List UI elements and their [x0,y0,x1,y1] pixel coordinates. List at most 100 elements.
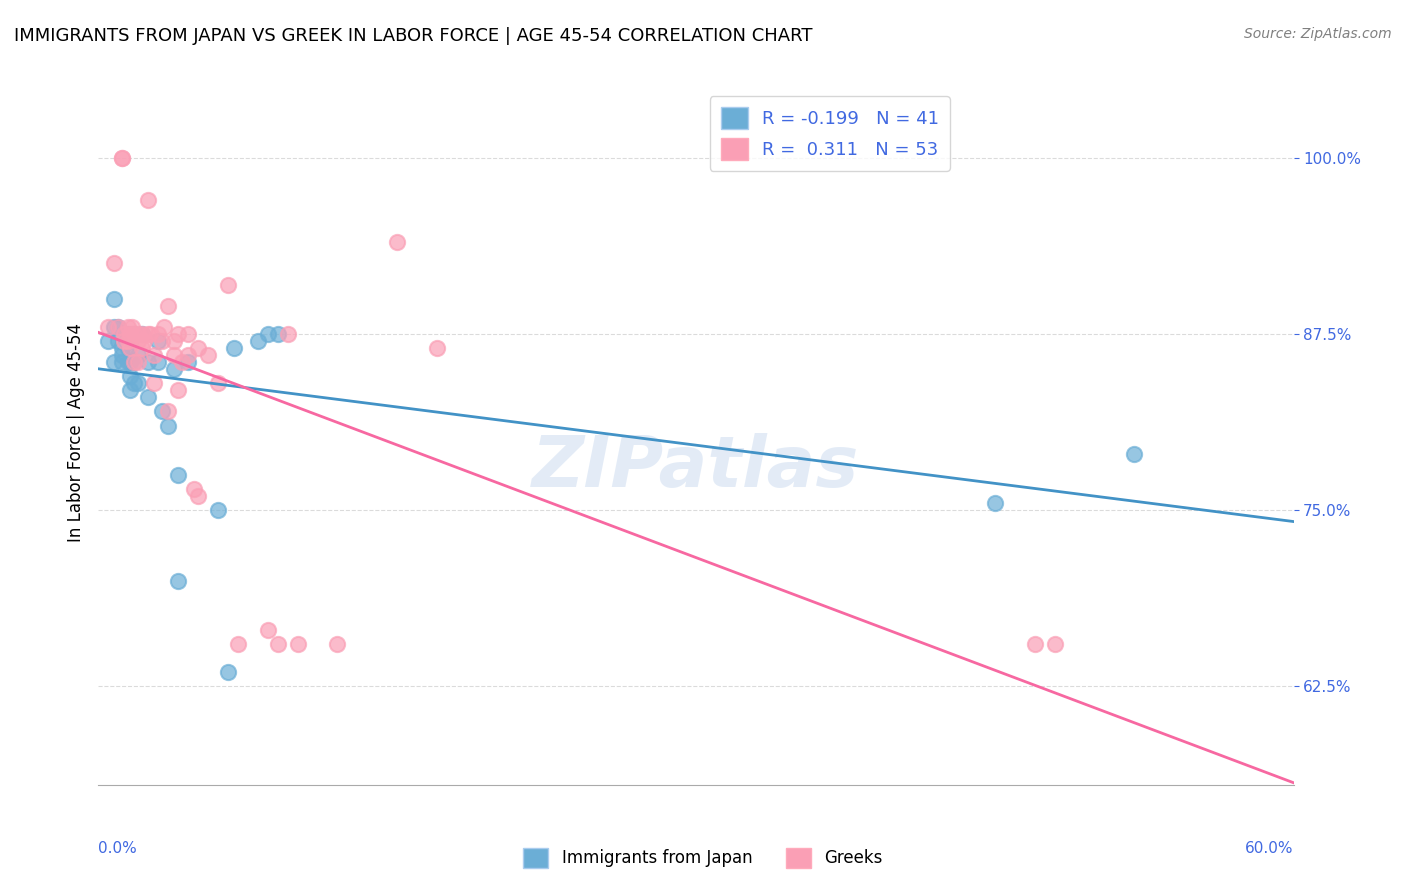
Y-axis label: In Labor Force | Age 45-54: In Labor Force | Age 45-54 [66,323,84,542]
Point [148,334,170,348]
Point [127,355,149,369]
Point [167,326,190,341]
Point [326,637,349,651]
Point [111,348,134,362]
Point [127,326,149,341]
Point [120,369,142,384]
Point [107,320,129,334]
Point [163,348,186,362]
Point [111,341,134,355]
Point [131,326,153,341]
Legend: Immigrants from Japan, Greeks: Immigrants from Japan, Greeks [517,841,889,875]
Point [136,355,159,369]
Point [1123,447,1146,461]
Point [157,404,180,418]
Point [134,334,156,348]
Point [163,362,186,376]
Point [117,355,139,369]
Point [385,235,409,250]
Point [120,341,142,355]
Point [136,193,159,207]
Point [111,151,134,165]
Point [256,623,278,637]
Point [103,256,125,270]
Text: 0.0%: 0.0% [98,840,138,855]
Point [103,355,125,369]
Point [226,637,249,651]
Point [177,348,200,362]
Point [150,404,173,418]
Point [112,334,135,348]
Point [167,574,190,588]
Point [207,503,229,517]
Point [139,326,162,341]
Point [1024,637,1046,651]
Point [131,326,153,341]
Point [177,355,200,369]
Point [120,384,142,398]
Point [97,320,120,334]
Point [103,292,125,306]
Point [117,334,139,348]
Point [120,334,142,348]
Point [136,391,159,405]
Point [111,355,134,369]
Point [153,320,176,334]
Point [177,326,200,341]
Point [217,665,239,680]
Point [1043,637,1066,651]
Point [197,348,219,362]
Point [111,151,134,165]
Point [157,299,180,313]
Point [127,348,149,362]
Point [267,326,290,341]
Legend: R = -0.199   N = 41, R =  0.311   N = 53: R = -0.199 N = 41, R = 0.311 N = 53 [710,96,950,171]
Point [120,326,142,341]
Point [112,326,135,341]
Point [287,637,309,651]
Point [256,326,278,341]
Point [124,355,146,369]
Text: Source: ZipAtlas.com: Source: ZipAtlas.com [1244,27,1392,41]
Point [267,637,290,651]
Point [167,384,190,398]
Point [157,418,180,433]
Point [187,489,209,503]
Point [124,326,146,341]
Point [107,334,129,348]
Point [183,482,205,496]
Point [207,376,229,391]
Point [117,326,139,341]
Point [131,341,153,355]
Point [167,467,190,482]
Point [172,355,194,369]
Point [124,376,146,391]
Point [222,341,245,355]
Point [143,348,166,362]
Point [127,376,149,391]
Point [148,326,170,341]
Point [187,341,209,355]
Point [107,320,129,334]
Point [127,334,149,348]
Point [117,334,139,348]
Point [277,326,299,341]
Text: ZIPatlas: ZIPatlas [533,434,859,502]
Point [121,320,143,334]
Point [246,334,269,348]
Text: 60.0%: 60.0% [1246,840,1294,855]
Text: IMMIGRANTS FROM JAPAN VS GREEK IN LABOR FORCE | AGE 45-54 CORRELATION CHART: IMMIGRANTS FROM JAPAN VS GREEK IN LABOR … [14,27,813,45]
Point [984,496,1007,510]
Point [117,320,139,334]
Point [124,355,146,369]
Point [217,277,239,292]
Point [117,341,139,355]
Point [426,341,449,355]
Point [120,355,142,369]
Point [148,355,170,369]
Point [97,334,120,348]
Point [143,376,166,391]
Point [124,326,146,341]
Point [136,326,159,341]
Point [163,334,186,348]
